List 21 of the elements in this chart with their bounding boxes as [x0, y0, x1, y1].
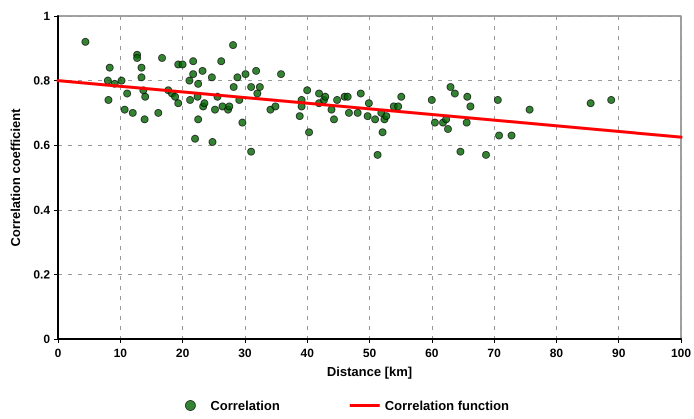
y-tick-label: 0.2	[33, 267, 50, 282]
x-tick-label: 20	[176, 346, 190, 360]
legend-label: Correlation function	[384, 398, 510, 413]
x-tick-label: 30	[238, 346, 252, 360]
x-tick-label: 70	[487, 346, 502, 360]
y-tick-label: 1	[43, 9, 50, 23]
x-tick-label: 90	[612, 346, 626, 360]
y-tick-label: 0.6	[33, 138, 50, 152]
y-tick-label: 0.4	[33, 202, 50, 217]
x-tick-label: 100	[670, 346, 692, 360]
y-tick-label: 0.8	[33, 74, 50, 88]
y-tick-label: 0	[43, 332, 50, 346]
x-tick-label: 40	[300, 346, 314, 360]
x-axis-title: Distance [km]	[326, 364, 412, 379]
x-tick-label: 10	[114, 346, 128, 360]
x-tick-label: 0	[54, 346, 62, 360]
legend-label: Correlation	[210, 398, 280, 413]
y-axis-title: Correlation coefficient	[8, 108, 23, 246]
x-tick-label: 50	[362, 346, 376, 360]
x-tick-label: 60	[425, 346, 439, 360]
x-tick-label: 80	[550, 346, 564, 360]
